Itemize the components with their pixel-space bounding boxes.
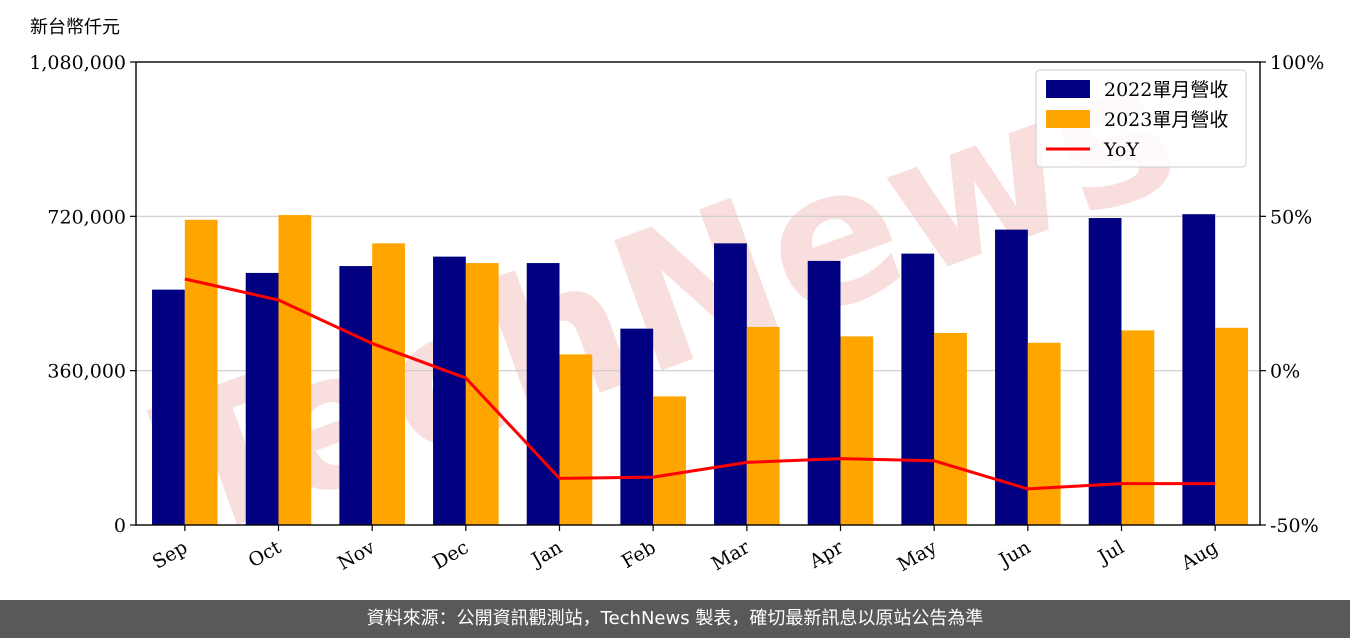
y-left-tick-label: 360,000 xyxy=(47,361,126,383)
bar-2022 xyxy=(807,260,841,525)
y-right-tick-label: -50% xyxy=(1270,515,1319,537)
x-tick-label: Jun xyxy=(994,536,1035,572)
bar-2022 xyxy=(1088,218,1122,525)
legend-label: 2023單月營收 xyxy=(1104,109,1228,131)
x-tick-label: Feb xyxy=(618,536,660,573)
x-tick-label: Nov xyxy=(334,536,379,575)
source-footer: 資料來源：公開資訊觀測站，TechNews 製表，確切最新訊息以原站公告為準 xyxy=(0,600,1350,638)
x-tick-label: Apr xyxy=(805,536,848,573)
bar-2023 xyxy=(1121,330,1155,525)
bar-2023 xyxy=(653,396,686,525)
bar-2023 xyxy=(746,326,780,525)
bar-2023 xyxy=(184,219,218,525)
bar-2022 xyxy=(1182,214,1216,525)
y-right-tick-label: 50% xyxy=(1270,206,1312,228)
legend-swatch xyxy=(1046,110,1090,128)
legend-label: YoY xyxy=(1103,139,1139,161)
x-tick-label: May xyxy=(894,536,941,576)
bar-2022 xyxy=(526,263,560,525)
bar-2022 xyxy=(714,243,747,525)
bar-2023 xyxy=(840,336,874,525)
y-right-tick-label: 0% xyxy=(1270,361,1300,383)
bar-2023 xyxy=(1215,327,1248,525)
legend-swatch xyxy=(1046,80,1090,98)
y-right-tick-label: 100% xyxy=(1270,52,1324,74)
bar-2022 xyxy=(152,289,185,525)
x-tick-label: Jul xyxy=(1093,536,1128,569)
y-left-tick-label: 720,000 xyxy=(47,206,126,228)
unit-label: 新台幣仟元 xyxy=(30,17,120,38)
bar-2022 xyxy=(620,328,654,525)
bar-2022 xyxy=(245,272,279,525)
bar-2022 xyxy=(339,266,373,525)
bar-2022 xyxy=(433,256,466,525)
y-left-tick-label: 0 xyxy=(114,515,126,537)
bar-2023 xyxy=(559,354,593,525)
plot-frame xyxy=(135,61,1261,526)
bar-2022 xyxy=(901,253,935,525)
bar-2022 xyxy=(995,229,1028,525)
x-tick-label: Sep xyxy=(149,536,192,573)
bar-2023 xyxy=(372,243,405,525)
legend-label: 2022單月營收 xyxy=(1104,79,1228,101)
bar-2023 xyxy=(934,332,967,525)
revenue-chart: TechNews新台幣仟元0360,000720,0001,080,000-50… xyxy=(29,14,1324,583)
x-tick-label: Jan xyxy=(526,536,566,572)
x-tick-label: Aug xyxy=(1177,536,1222,575)
yoy-line xyxy=(184,277,1216,491)
y-left-tick-label: 1,080,000 xyxy=(29,52,126,74)
x-tick-label: Dec xyxy=(429,536,472,574)
x-tick-label: Mar xyxy=(708,536,754,575)
bar-2023 xyxy=(1027,342,1061,525)
bar-2023 xyxy=(278,215,312,525)
